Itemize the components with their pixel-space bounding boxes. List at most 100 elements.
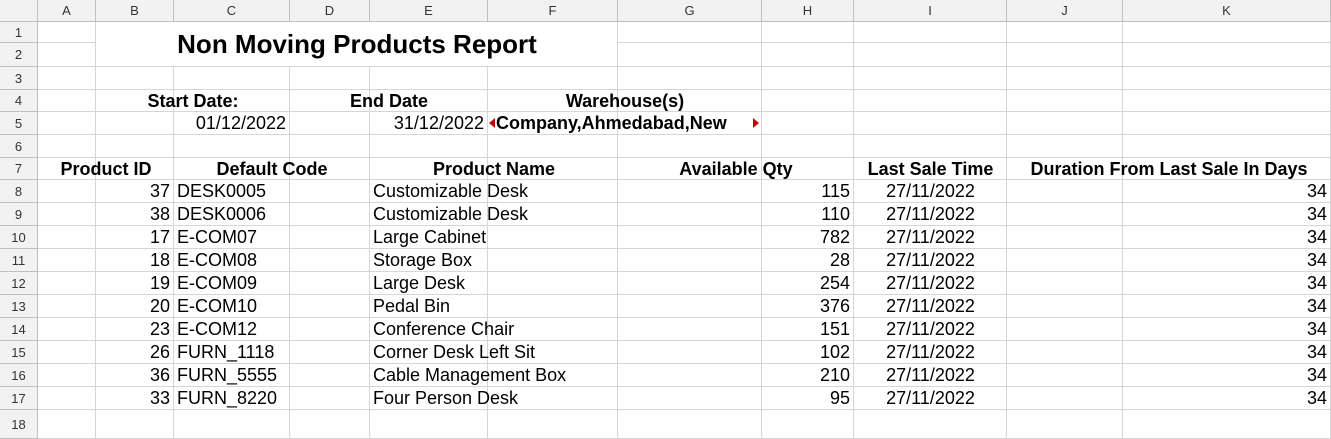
cell-product-id[interactable]: 18 xyxy=(149,250,170,270)
cell-duration-days[interactable]: 34 xyxy=(1306,365,1327,385)
cell-available-qty[interactable]: 28 xyxy=(829,250,850,270)
cell-duration-days[interactable]: 34 xyxy=(1306,319,1327,339)
row-header-12[interactable]: 12 xyxy=(0,272,38,295)
header-duration-days[interactable]: Duration From Last Sale In Days xyxy=(1030,158,1308,179)
row-header-8[interactable]: 8 xyxy=(0,180,38,203)
header-product-name[interactable]: Product Name xyxy=(432,158,556,179)
column-header-k[interactable]: K xyxy=(1123,0,1331,22)
cell-last-sale-time[interactable]: 27/11/2022 xyxy=(886,181,975,201)
column-header-f[interactable]: F xyxy=(488,0,618,22)
cell-last-sale-time[interactable]: 27/11/2022 xyxy=(886,204,975,224)
row-header-17[interactable]: 17 xyxy=(0,387,38,410)
cell-default-code[interactable]: E-COM07 xyxy=(177,227,258,247)
start-date-value[interactable]: 01/12/2022 xyxy=(195,113,286,133)
cell-default-code[interactable]: E-COM09 xyxy=(177,273,258,293)
cell-product-name[interactable]: Conference Chair xyxy=(373,319,515,339)
row-header-5[interactable]: 5 xyxy=(0,112,38,135)
cell-default-code[interactable]: E-COM08 xyxy=(177,250,258,270)
cell-duration-days[interactable]: 34 xyxy=(1306,296,1327,316)
column-header-g[interactable]: G xyxy=(618,0,762,22)
column-header-e[interactable]: E xyxy=(370,0,488,22)
cell-product-name[interactable]: Four Person Desk xyxy=(373,388,519,408)
column-header-h[interactable]: H xyxy=(762,0,854,22)
cell-default-code[interactable]: DESK0006 xyxy=(177,204,267,224)
row-header-14[interactable]: 14 xyxy=(0,318,38,341)
cell-available-qty[interactable]: 210 xyxy=(819,365,850,385)
column-header-b[interactable]: B xyxy=(96,0,174,22)
cell-product-name[interactable]: Pedal Bin xyxy=(373,296,451,316)
row-header-7[interactable]: 7 xyxy=(0,158,38,180)
cell-product-id[interactable]: 20 xyxy=(149,296,170,316)
cell-product-id[interactable]: 26 xyxy=(149,342,170,362)
row-header-3[interactable]: 3 xyxy=(0,67,38,90)
row-header-13[interactable]: 13 xyxy=(0,295,38,318)
cell-product-name[interactable]: Cable Management Box xyxy=(373,365,567,385)
cell-product-id[interactable]: 19 xyxy=(149,273,170,293)
cell-last-sale-time[interactable]: 27/11/2022 xyxy=(886,250,975,270)
header-available-qty[interactable]: Available Qty xyxy=(679,158,793,179)
cell-available-qty[interactable]: 115 xyxy=(821,181,850,201)
report-title[interactable]: Non Moving Products Report xyxy=(177,29,537,59)
cell-product-id[interactable]: 17 xyxy=(149,227,170,247)
cell-last-sale-time[interactable]: 27/11/2022 xyxy=(886,365,975,385)
cell-available-qty[interactable]: 376 xyxy=(819,296,850,316)
column-header-c[interactable]: C xyxy=(174,0,290,22)
cell-product-id[interactable]: 38 xyxy=(149,204,170,224)
end-date-label[interactable]: End Date xyxy=(349,90,428,111)
cell-last-sale-time[interactable]: 27/11/2022 xyxy=(886,273,975,293)
row-header-6[interactable]: 6 xyxy=(0,135,38,158)
row-header-2[interactable]: 2 xyxy=(0,43,38,67)
cell-duration-days[interactable]: 34 xyxy=(1306,273,1327,293)
cell-product-name[interactable]: Customizable Desk xyxy=(373,204,529,224)
row-header-1[interactable]: 1 xyxy=(0,22,38,43)
cell-last-sale-time[interactable]: 27/11/2022 xyxy=(886,388,975,408)
end-date-value[interactable]: 31/12/2022 xyxy=(393,113,484,133)
cell-available-qty[interactable]: 110 xyxy=(821,204,850,224)
cell-duration-days[interactable]: 34 xyxy=(1306,204,1327,224)
cell-product-name[interactable]: Large Cabinet xyxy=(373,227,487,247)
cell-product-name[interactable]: Corner Desk Left Sit xyxy=(373,342,536,362)
header-default-code[interactable]: Default Code xyxy=(216,158,328,179)
cell-last-sale-time[interactable]: 27/11/2022 xyxy=(886,296,975,316)
row-header-4[interactable]: 4 xyxy=(0,90,38,112)
cell-product-name[interactable]: Large Desk xyxy=(373,273,466,293)
cell-default-code[interactable]: FURN_1118 xyxy=(177,342,275,362)
warehouse-label[interactable]: Warehouse(s) xyxy=(565,90,685,111)
row-header-9[interactable]: 9 xyxy=(0,203,38,226)
column-header-d[interactable]: D xyxy=(290,0,370,22)
cell-available-qty[interactable]: 95 xyxy=(829,388,850,408)
cell-default-code[interactable]: E-COM10 xyxy=(177,296,258,316)
row-header-15[interactable]: 15 xyxy=(0,341,38,364)
cell-available-qty[interactable]: 254 xyxy=(819,273,850,293)
row-header-10[interactable]: 10 xyxy=(0,226,38,249)
header-product-id[interactable]: Product ID xyxy=(60,158,152,179)
cell-default-code[interactable]: E-COM12 xyxy=(177,319,258,339)
cell-product-id[interactable]: 37 xyxy=(149,181,170,201)
cell-last-sale-time[interactable]: 27/11/2022 xyxy=(886,319,975,339)
cell-product-id[interactable]: 33 xyxy=(149,388,170,408)
cell-available-qty[interactable]: 782 xyxy=(819,227,850,247)
column-header-a[interactable]: A xyxy=(38,0,96,22)
cell-default-code[interactable]: FURN_5555 xyxy=(177,365,278,385)
column-header-j[interactable]: J xyxy=(1007,0,1123,22)
select-all-corner[interactable] xyxy=(0,0,38,22)
cell-product-id[interactable]: 36 xyxy=(149,365,170,385)
row-header-11[interactable]: 11 xyxy=(0,249,38,272)
cell-duration-days[interactable]: 34 xyxy=(1306,227,1327,247)
cell-available-qty[interactable]: 102 xyxy=(819,342,850,362)
header-last-sale-time[interactable]: Last Sale Time xyxy=(867,158,994,179)
cell-product-name[interactable]: Customizable Desk xyxy=(373,181,529,201)
cell-duration-days[interactable]: 34 xyxy=(1306,388,1327,408)
cell-last-sale-time[interactable]: 27/11/2022 xyxy=(886,342,975,362)
row-header-18[interactable]: 18 xyxy=(0,410,38,439)
cell-product-id[interactable]: 23 xyxy=(149,319,170,339)
cell-default-code[interactable]: DESK0005 xyxy=(177,181,267,201)
warehouse-value[interactable]: Company,Ahmedabad,New xyxy=(496,113,727,133)
column-header-i[interactable]: I xyxy=(854,0,1007,22)
cell-duration-days[interactable]: 34 xyxy=(1306,250,1327,270)
cell-available-qty[interactable]: 151 xyxy=(819,319,850,339)
cell-duration-days[interactable]: 34 xyxy=(1306,342,1327,362)
cell-last-sale-time[interactable]: 27/11/2022 xyxy=(886,227,975,247)
cell-product-name[interactable]: Storage Box xyxy=(373,250,473,270)
